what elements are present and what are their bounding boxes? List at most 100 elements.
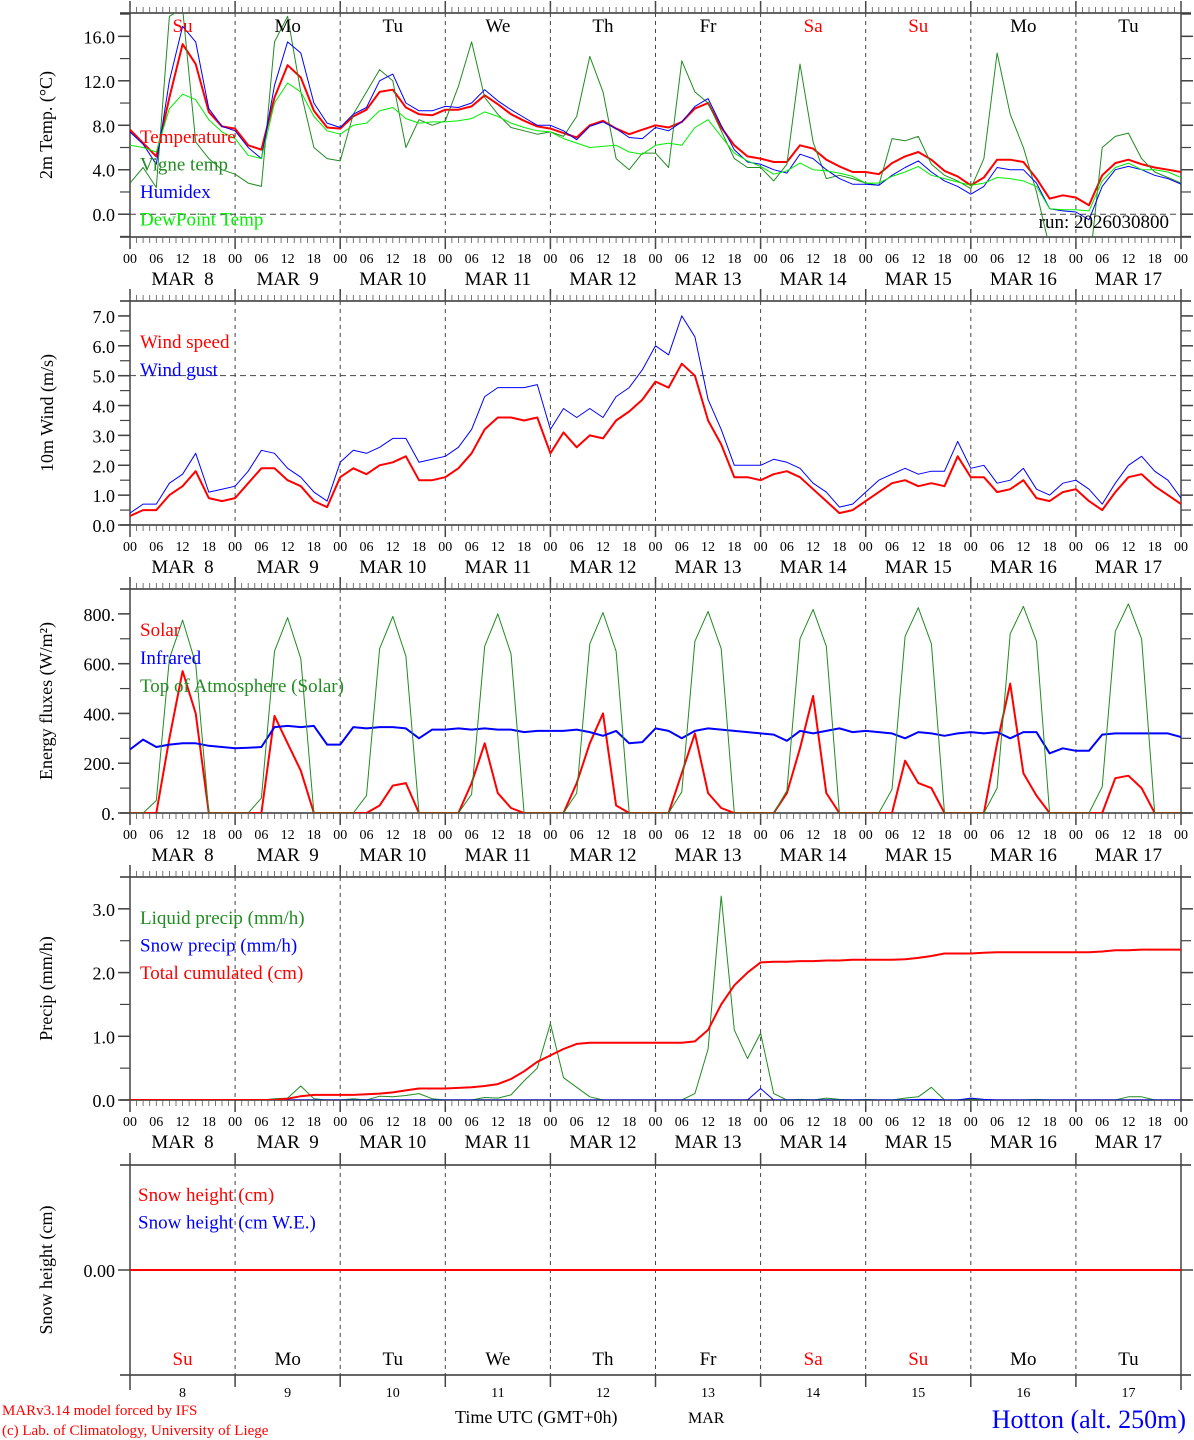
y-tick-label: 600. — [84, 655, 116, 675]
hour-tick-label: 00 — [754, 252, 768, 267]
hour-tick-label: 18 — [938, 252, 952, 267]
hour-tick-label: 12 — [281, 828, 295, 843]
date-label: MAR 8 — [151, 557, 213, 578]
hour-tick-label: 18 — [517, 828, 531, 843]
hour-tick-label: 18 — [202, 252, 216, 267]
hour-tick-label: 06 — [990, 1115, 1004, 1130]
hour-tick-label: 06 — [359, 252, 373, 267]
hour-tick-label: 00 — [754, 828, 768, 843]
hour-tick-label: 12 — [1016, 1115, 1030, 1130]
date-label: MAR 12 — [569, 1132, 636, 1153]
hour-tick-label: 00 — [859, 828, 873, 843]
date-label: MAR 14 — [780, 557, 848, 578]
hour-tick-label: 12 — [491, 1115, 505, 1130]
hour-tick-label: 12 — [281, 252, 295, 267]
minor-ticks-top — [129, 7, 1182, 13]
y-axis-title: Snow height (cm) — [36, 1206, 57, 1335]
hour-tick-label: 06 — [780, 828, 794, 843]
date-label: MAR 13 — [675, 845, 742, 866]
y-tick-label: 16.0 — [84, 27, 116, 47]
hour-tick-label: 12 — [1121, 540, 1135, 555]
day-number-label: 15 — [911, 1386, 925, 1401]
date-label: MAR 15 — [885, 845, 952, 866]
hour-tick-label: 00 — [1069, 1115, 1083, 1130]
hour-tick-label: 00 — [333, 1115, 347, 1130]
weekday-label: Tu — [1118, 1349, 1139, 1370]
date-label: MAR 14 — [780, 1132, 848, 1153]
series-line-vigne-temp — [130, 13, 1181, 237]
hour-tick-label: 06 — [885, 828, 899, 843]
hour-tick-label: 18 — [727, 1115, 741, 1130]
date-label: MAR 16 — [990, 557, 1057, 578]
hour-tick-label: 12 — [176, 540, 190, 555]
hour-tick-label: 06 — [675, 828, 689, 843]
station-label: Hotton (alt. 250m) — [992, 1405, 1186, 1434]
y-tick-label: 3.0 — [93, 426, 116, 446]
hour-tick-label: 12 — [596, 540, 610, 555]
weekday-label: Sa — [804, 1349, 824, 1370]
date-label: MAR 8 — [151, 1132, 213, 1153]
date-label: MAR 13 — [675, 269, 742, 290]
hour-tick-label: 00 — [964, 540, 978, 555]
hour-tick-label: 12 — [806, 252, 820, 267]
date-label: MAR 16 — [990, 845, 1057, 866]
hour-tick-label: 12 — [701, 828, 715, 843]
series-line-infrared — [130, 724, 1181, 755]
hour-tick-label: 06 — [1095, 828, 1109, 843]
hour-tick-label: 18 — [412, 540, 426, 555]
hour-tick-label: 12 — [281, 540, 295, 555]
hour-tick-label: 06 — [465, 828, 479, 843]
hour-tick-label: 00 — [438, 1115, 452, 1130]
hour-tick-label: 00 — [228, 828, 242, 843]
hour-tick-label: 12 — [1121, 828, 1135, 843]
hour-tick-label: 12 — [701, 1115, 715, 1130]
hour-tick-label: 06 — [359, 1115, 373, 1130]
hour-tick-label: 06 — [254, 1115, 268, 1130]
day-number-label: 8 — [179, 1386, 186, 1401]
hour-tick-label: 18 — [412, 1115, 426, 1130]
hour-tick-label: 18 — [938, 828, 952, 843]
hour-tick-label: 00 — [1174, 1115, 1188, 1130]
day-number-label: 9 — [284, 1386, 291, 1401]
y-tick-label: 0.00 — [84, 1261, 116, 1281]
minor-ticks-bottom — [129, 813, 1182, 819]
legend-entry: Snow precip (mm/h) — [140, 936, 297, 957]
y-tick-label: 7.0 — [93, 307, 116, 327]
hour-tick-label: 06 — [254, 828, 268, 843]
hour-tick-label: 06 — [570, 252, 584, 267]
hour-tick-label: 06 — [1095, 540, 1109, 555]
hour-tick-label: 12 — [806, 540, 820, 555]
hour-tick-label: 06 — [359, 828, 373, 843]
hour-tick-label: 00 — [123, 828, 137, 843]
hour-tick-label: 18 — [307, 828, 321, 843]
date-label: MAR 9 — [257, 845, 319, 866]
hour-tick-label: 18 — [727, 828, 741, 843]
series-line-temperature — [130, 43, 1181, 207]
weekday-label: Mo — [274, 16, 300, 37]
date-label: MAR 10 — [359, 845, 426, 866]
day-number-label: 10 — [386, 1386, 400, 1401]
hour-tick-label: 00 — [649, 828, 663, 843]
hour-tick-label: 06 — [149, 540, 163, 555]
hour-tick-label: 00 — [123, 1115, 137, 1130]
hour-tick-label: 18 — [1043, 252, 1057, 267]
hour-tick-label: 00 — [859, 1115, 873, 1130]
hour-tick-label: 00 — [754, 1115, 768, 1130]
y-tick-label: 0.0 — [93, 1091, 116, 1111]
legend-entry: Total cumulated (cm) — [140, 963, 303, 984]
hour-tick-label: 18 — [307, 540, 321, 555]
minor-ticks-bottom — [129, 525, 1182, 531]
panel-snow: 0.00 Snow height (cm) Snow height (cm) Snow… — [36, 1153, 1193, 1401]
y-tick-label: 2.0 — [93, 964, 116, 984]
hour-tick-label: 12 — [911, 252, 925, 267]
hour-tick-label: 06 — [885, 252, 899, 267]
legend-entry: Infrared — [140, 648, 202, 669]
hour-tick-label: 18 — [832, 1115, 846, 1130]
hour-tick-label: 12 — [1016, 252, 1030, 267]
hour-tick-label: 00 — [1174, 828, 1188, 843]
panel-energy: 00 06 12 18 MAR 8 00 06 12 18 MAR 9 00 06 12 18 MAR 10… — [36, 577, 1193, 866]
legend-entry: Wind gust — [140, 360, 219, 381]
hour-tick-label: 12 — [701, 540, 715, 555]
date-label: MAR 13 — [675, 1132, 742, 1153]
